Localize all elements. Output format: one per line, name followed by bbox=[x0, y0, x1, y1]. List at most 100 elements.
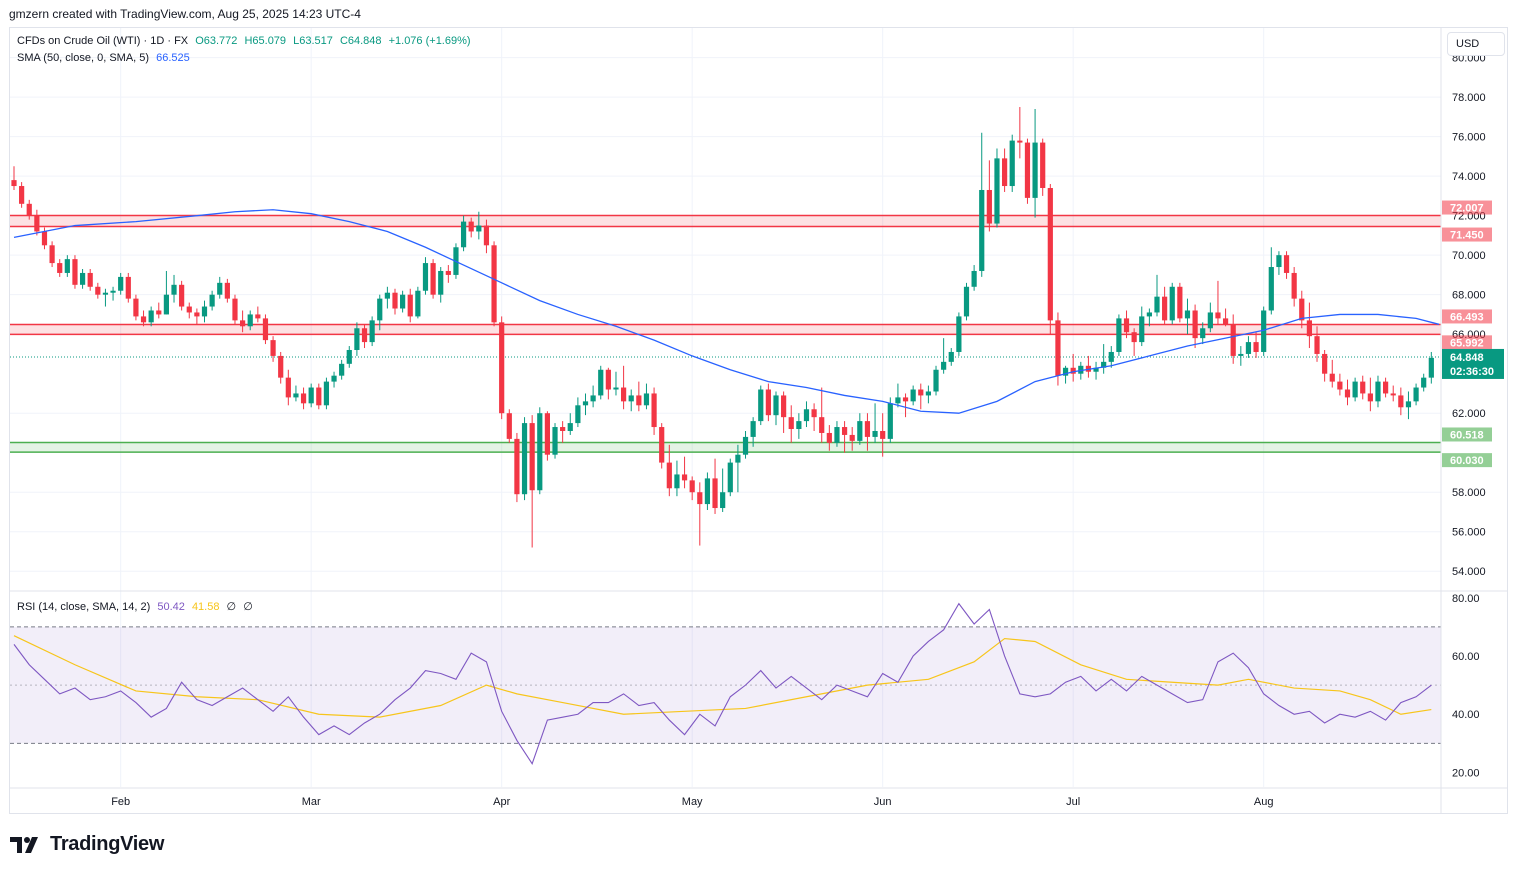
candle-body bbox=[1024, 142, 1031, 198]
candle-body bbox=[140, 316, 147, 323]
rsi-extra-1: ∅ bbox=[226, 601, 237, 613]
candle-body bbox=[87, 272, 93, 287]
price-tick-label: 56.000 bbox=[1452, 527, 1486, 539]
ohlc-legend[interactable]: CFDs on Crude Oil (WTI) · 1D · FX O63.77… bbox=[17, 35, 475, 47]
time-tick-label: Mar bbox=[302, 796, 321, 808]
chart-frame bbox=[9, 27, 1508, 814]
candle-body bbox=[941, 361, 947, 370]
candle-body bbox=[1360, 381, 1366, 394]
candle-body bbox=[887, 403, 893, 439]
candle-body bbox=[659, 427, 665, 463]
rsi-label: RSI (14, close, SMA, 14, 2) bbox=[17, 601, 151, 613]
candle-body bbox=[400, 294, 406, 309]
candle-body bbox=[880, 430, 886, 439]
candle-body bbox=[430, 263, 436, 295]
candle-body bbox=[1108, 351, 1114, 362]
resistance-price-tag bbox=[1442, 335, 1492, 350]
candle-body bbox=[857, 421, 863, 441]
sma-legend[interactable]: SMA (50, close, 0, SMA, 5) 66.525 bbox=[17, 52, 194, 64]
candle-body bbox=[438, 270, 444, 295]
candle-body bbox=[354, 328, 360, 350]
zone-layer bbox=[10, 214, 1441, 453]
candle-body bbox=[521, 423, 528, 495]
candle-body bbox=[1146, 312, 1152, 317]
candle-body bbox=[674, 474, 680, 489]
sma-label: SMA (50, close, 0, SMA, 5) bbox=[17, 52, 150, 64]
rsi-extra-2: ∅ bbox=[243, 601, 253, 613]
time-tick-label: Aug bbox=[1254, 796, 1274, 808]
candle-body bbox=[735, 454, 741, 463]
candle-body bbox=[369, 320, 375, 343]
candle-body bbox=[956, 316, 962, 352]
candle-body bbox=[293, 393, 299, 398]
candle-body bbox=[133, 298, 139, 317]
candle-body bbox=[125, 276, 131, 299]
support-price-tag-label: 60.518 bbox=[1450, 429, 1484, 441]
rsi-line bbox=[13, 602, 1432, 765]
candle-body bbox=[377, 298, 383, 321]
candle-body bbox=[582, 401, 589, 406]
candle-body bbox=[781, 395, 787, 418]
resistance-price-tag bbox=[1442, 227, 1492, 242]
candle-body bbox=[895, 397, 901, 404]
candle-body bbox=[163, 294, 169, 315]
candle-body bbox=[872, 430, 878, 437]
candle-body bbox=[1428, 357, 1434, 378]
candle-body bbox=[217, 282, 223, 295]
candle-body bbox=[613, 387, 619, 390]
price-tick-label: 74.000 bbox=[1452, 171, 1486, 183]
candle-body bbox=[278, 355, 284, 378]
candle-body bbox=[1398, 395, 1404, 408]
candle-body bbox=[1322, 353, 1328, 374]
candle-body bbox=[1253, 342, 1259, 352]
candle-body bbox=[666, 462, 672, 489]
candle-body bbox=[1162, 296, 1168, 321]
candle-body bbox=[544, 413, 550, 455]
candle-body bbox=[57, 263, 63, 273]
candle-body bbox=[826, 432, 832, 443]
price-tick-label: 70.000 bbox=[1452, 250, 1486, 262]
sma-value: 66.525 bbox=[156, 52, 190, 64]
candle-body bbox=[1390, 393, 1396, 396]
candle-body bbox=[361, 328, 368, 343]
candle-body bbox=[1131, 332, 1137, 343]
candle-body bbox=[1116, 318, 1122, 352]
candle-body bbox=[1192, 310, 1198, 339]
candle-body bbox=[552, 427, 558, 455]
candle-body bbox=[933, 369, 939, 392]
candle-body bbox=[1078, 365, 1084, 374]
candle-body bbox=[300, 393, 307, 404]
candle-body bbox=[201, 306, 208, 317]
candle-body bbox=[575, 405, 581, 424]
currency-button[interactable]: USD bbox=[1447, 32, 1505, 56]
resistance-price-tag-label: 72.007 bbox=[1450, 203, 1484, 215]
candle-body bbox=[910, 389, 916, 402]
time-tick-label: Jun bbox=[874, 796, 892, 808]
candle-body bbox=[49, 245, 55, 264]
candle-body bbox=[240, 320, 246, 327]
candle-body bbox=[979, 189, 985, 271]
candle-body bbox=[643, 393, 650, 406]
candle-body bbox=[514, 438, 520, 495]
candle-body bbox=[270, 340, 276, 356]
candle-body bbox=[529, 423, 535, 491]
candle-body bbox=[1017, 140, 1023, 143]
candle-body bbox=[1314, 336, 1320, 354]
support-price-tag bbox=[1442, 453, 1492, 468]
candle-body bbox=[697, 492, 703, 505]
tradingview-logo[interactable]: TradingView bbox=[10, 833, 164, 856]
candle-body bbox=[1299, 298, 1305, 321]
candle-body bbox=[605, 369, 611, 390]
rsi-value: 50.42 bbox=[157, 601, 185, 613]
time-tick-label: May bbox=[682, 796, 703, 808]
candle-body bbox=[1040, 142, 1046, 189]
candle-body bbox=[255, 314, 261, 319]
open-value: O63.772 bbox=[195, 35, 238, 47]
candle-body bbox=[262, 318, 269, 341]
rsi-legend[interactable]: RSI (14, close, SMA, 14, 2) 50.42 41.58 … bbox=[17, 600, 257, 613]
candle-body bbox=[407, 294, 413, 317]
candle-body bbox=[590, 395, 596, 402]
candle-body bbox=[1405, 401, 1412, 408]
candle-body bbox=[628, 395, 634, 402]
